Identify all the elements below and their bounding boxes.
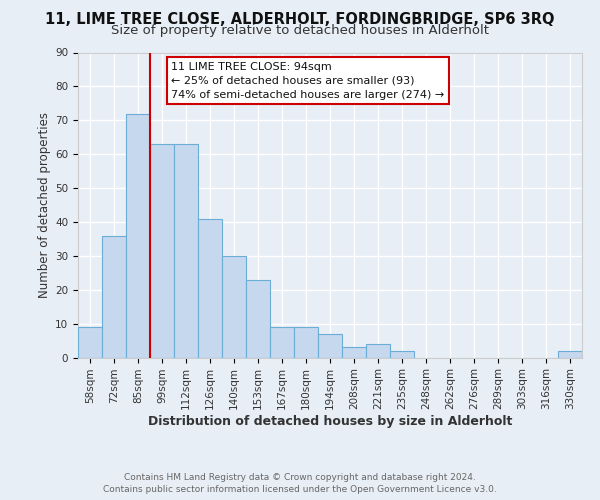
X-axis label: Distribution of detached houses by size in Alderholt: Distribution of detached houses by size … bbox=[148, 415, 512, 428]
Bar bbox=[342, 348, 366, 358]
Text: Contains HM Land Registry data © Crown copyright and database right 2024.
Contai: Contains HM Land Registry data © Crown c… bbox=[103, 472, 497, 494]
Bar bbox=[294, 327, 318, 358]
Bar bbox=[246, 280, 270, 357]
Bar bbox=[150, 144, 174, 358]
Text: 11 LIME TREE CLOSE: 94sqm
← 25% of detached houses are smaller (93)
74% of semi-: 11 LIME TREE CLOSE: 94sqm ← 25% of detac… bbox=[171, 62, 445, 100]
Y-axis label: Number of detached properties: Number of detached properties bbox=[38, 112, 51, 298]
Bar bbox=[558, 350, 582, 358]
Text: 11, LIME TREE CLOSE, ALDERHOLT, FORDINGBRIDGE, SP6 3RQ: 11, LIME TREE CLOSE, ALDERHOLT, FORDINGB… bbox=[45, 12, 555, 28]
Bar bbox=[390, 350, 414, 358]
Bar bbox=[318, 334, 342, 357]
Bar bbox=[222, 256, 246, 358]
Bar bbox=[198, 218, 222, 358]
Bar bbox=[174, 144, 198, 358]
Bar bbox=[78, 327, 102, 358]
Bar bbox=[366, 344, 390, 358]
Text: Size of property relative to detached houses in Alderholt: Size of property relative to detached ho… bbox=[111, 24, 489, 37]
Bar bbox=[270, 327, 294, 358]
Bar bbox=[126, 114, 150, 358]
Bar bbox=[102, 236, 126, 358]
